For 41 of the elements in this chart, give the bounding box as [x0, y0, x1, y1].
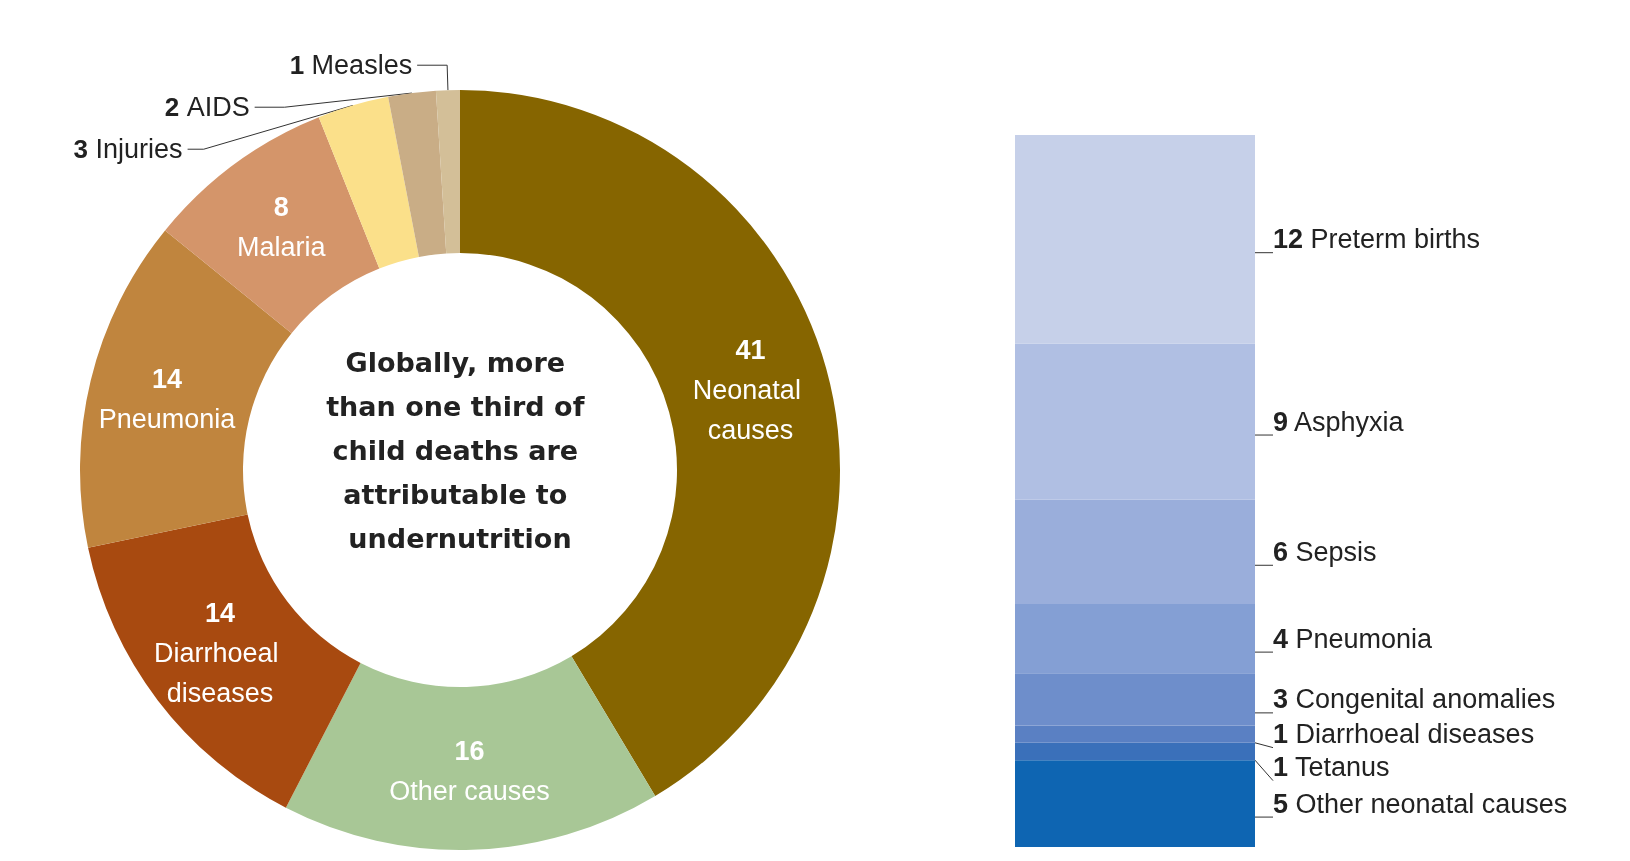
slice-label: AIDS	[180, 92, 250, 123]
text: Globally, more than one third of child deaths are attributable to undernutrition	[326, 346, 594, 554]
data-label: 14	[151, 363, 183, 394]
bar	[1015, 760, 1255, 847]
data-label: 8	[273, 192, 289, 223]
data-label: 3	[73, 134, 89, 165]
data-label: 5	[1273, 788, 1289, 819]
slice-label: Diarrhoeal diseases	[154, 637, 287, 708]
slice-label: Measles	[304, 50, 413, 81]
series-label: Tetanus	[1288, 752, 1390, 783]
slice-label: Injuries	[88, 134, 183, 165]
data-label: 3	[1273, 684, 1289, 715]
data-label: 9	[1273, 406, 1289, 437]
slice-label: Neonatal causes	[692, 374, 809, 445]
text: Preterm births	[1303, 224, 1481, 255]
data-label: 16	[454, 736, 485, 767]
data-label: 1	[289, 50, 305, 81]
bar	[1015, 603, 1255, 674]
data-label: 41	[735, 334, 766, 365]
series-label: Sepsis	[1288, 536, 1377, 567]
data-label: 1	[1273, 752, 1289, 783]
slice-label: Malaria	[236, 232, 327, 263]
slice-label: Pneumonia	[98, 403, 237, 434]
data-label: 12	[1273, 224, 1304, 255]
data-label: 2	[164, 92, 180, 123]
bar	[1015, 135, 1255, 344]
bar	[1015, 673, 1255, 726]
series-label: Other neonatal causes	[1288, 788, 1568, 819]
bar	[1015, 725, 1255, 743]
series-label: Asphyxia	[1288, 406, 1405, 437]
data-label: 4	[1273, 623, 1289, 654]
bar	[1015, 343, 1255, 500]
series-label: Pneumonia	[1288, 623, 1434, 654]
bar	[1015, 499, 1255, 604]
slice-label: Other causes	[389, 776, 550, 807]
series-label: Congenital anomalies	[1288, 684, 1556, 715]
data-label: 1	[1273, 719, 1289, 750]
series-label: Diarrhoeal diseases	[1288, 719, 1535, 750]
bar	[1015, 742, 1255, 761]
data-label: 14	[205, 597, 236, 628]
data-label: 6	[1273, 536, 1289, 567]
